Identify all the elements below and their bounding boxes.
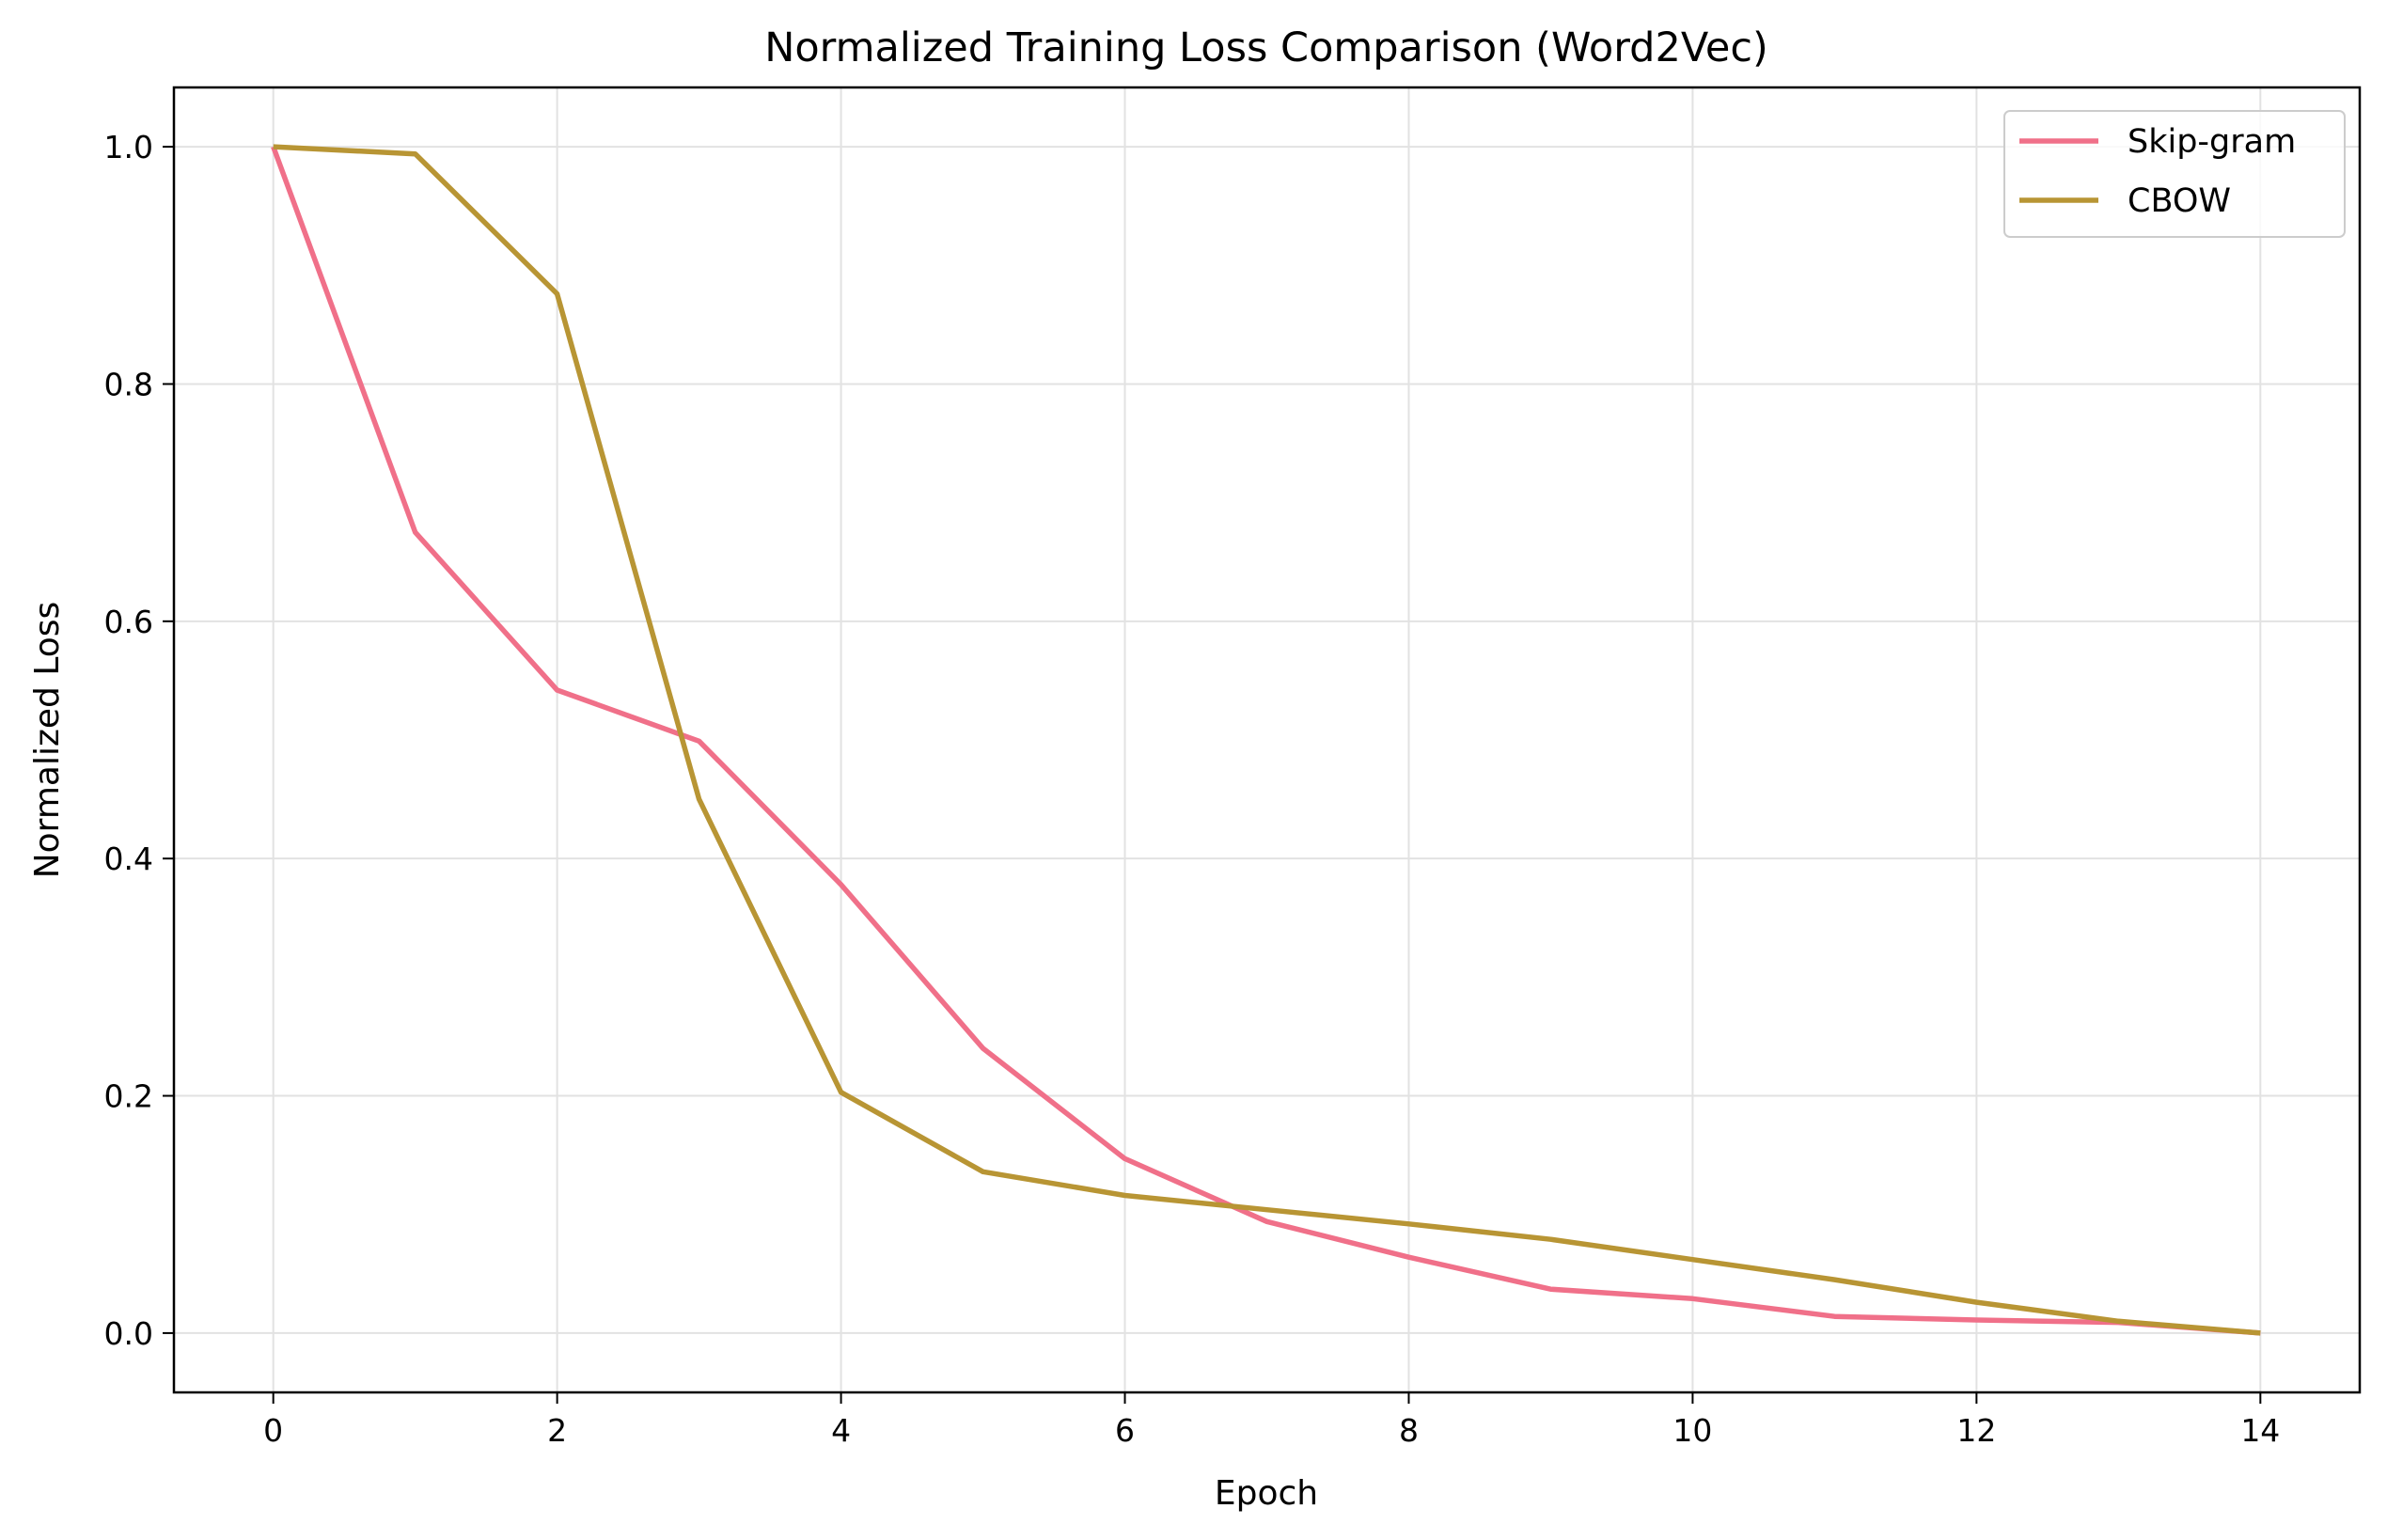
- legend-label-cbow: CBOW: [2128, 182, 2231, 220]
- x-axis-ticks: 0 2 4 6 8 10 12 14: [263, 1392, 2280, 1449]
- x-tick-label: 2: [547, 1412, 567, 1449]
- x-tick-label: 8: [1399, 1412, 1419, 1449]
- x-tick-label: 14: [2240, 1412, 2280, 1449]
- x-tick-label: 12: [1956, 1412, 1996, 1449]
- chart-title: Normalized Training Loss Comparison (Wor…: [764, 24, 1768, 71]
- y-axis-title: Normalized Loss: [28, 602, 67, 879]
- x-tick-label: 0: [263, 1412, 283, 1449]
- series-line-skip-gram: [271, 146, 2261, 1336]
- y-axis-ticks: 0.0 0.2 0.4 0.6 0.8 1.0: [104, 129, 174, 1352]
- series-line-cbow: [273, 144, 2261, 1336]
- x-tick-label: 6: [1115, 1412, 1135, 1449]
- legend: Skip-gram CBOW: [2003, 110, 2346, 238]
- y-tick-label: 0.8: [104, 366, 153, 402]
- series-lines: [271, 144, 2261, 1336]
- grid: [174, 87, 2360, 1392]
- x-tick-label: 4: [831, 1412, 851, 1449]
- x-axis-title: Epoch: [1215, 1474, 1318, 1513]
- legend-label-skip-gram: Skip-gram: [2128, 123, 2296, 161]
- plot-area-background: [174, 87, 2360, 1392]
- x-tick-label: 10: [1672, 1412, 1712, 1449]
- y-tick-label: 1.0: [104, 129, 153, 165]
- y-tick-label: 0.0: [104, 1315, 153, 1352]
- plot-frame: [172, 86, 2362, 1394]
- y-tick-label: 0.2: [104, 1078, 153, 1115]
- y-tick-label: 0.4: [104, 841, 153, 877]
- y-tick-label: 0.6: [104, 604, 153, 640]
